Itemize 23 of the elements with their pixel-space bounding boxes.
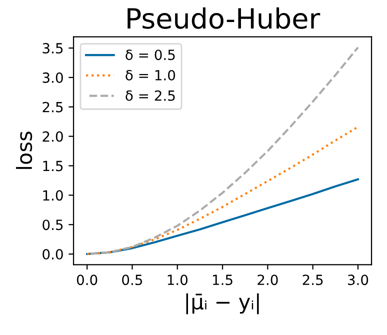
legend-label: δ = 1.0 bbox=[126, 70, 176, 80]
x-tick-label: 0.0 bbox=[76, 274, 98, 286]
line-series bbox=[86, 126, 360, 256]
x-tick-label: 1.0 bbox=[168, 274, 188, 286]
line-series bbox=[86, 178, 360, 256]
x-tick-label: 2.5 bbox=[302, 274, 323, 286]
x-tick-label: 3.0 bbox=[348, 274, 368, 286]
x-axis-title: |μ̄ᵢ − yᵢ| bbox=[186, 293, 259, 314]
y-axis-title: loss bbox=[16, 132, 32, 169]
x-tick-label: 1.5 bbox=[213, 274, 232, 286]
y-tick-label: 2.0 bbox=[42, 131, 63, 142]
y-tick-label: 0.0 bbox=[42, 249, 63, 260]
y-tick-label: 2.5 bbox=[42, 102, 63, 112]
legend-label: δ = 2.5 bbox=[126, 90, 175, 101]
y-tick-label: 3.5 bbox=[42, 43, 63, 54]
y-tick-label: 3.0 bbox=[42, 72, 63, 83]
x-tick-label: 0.5 bbox=[122, 274, 142, 286]
x-tick-label: 2.0 bbox=[258, 274, 278, 286]
chart-title: Pseudo-Huber bbox=[128, 7, 320, 29]
y-tick-label: 1.0 bbox=[43, 190, 63, 201]
legend-label: δ = 0.5 bbox=[126, 50, 175, 60]
y-tick-label: 1.5 bbox=[43, 160, 63, 172]
y-tick-label: 0.5 bbox=[42, 220, 63, 230]
